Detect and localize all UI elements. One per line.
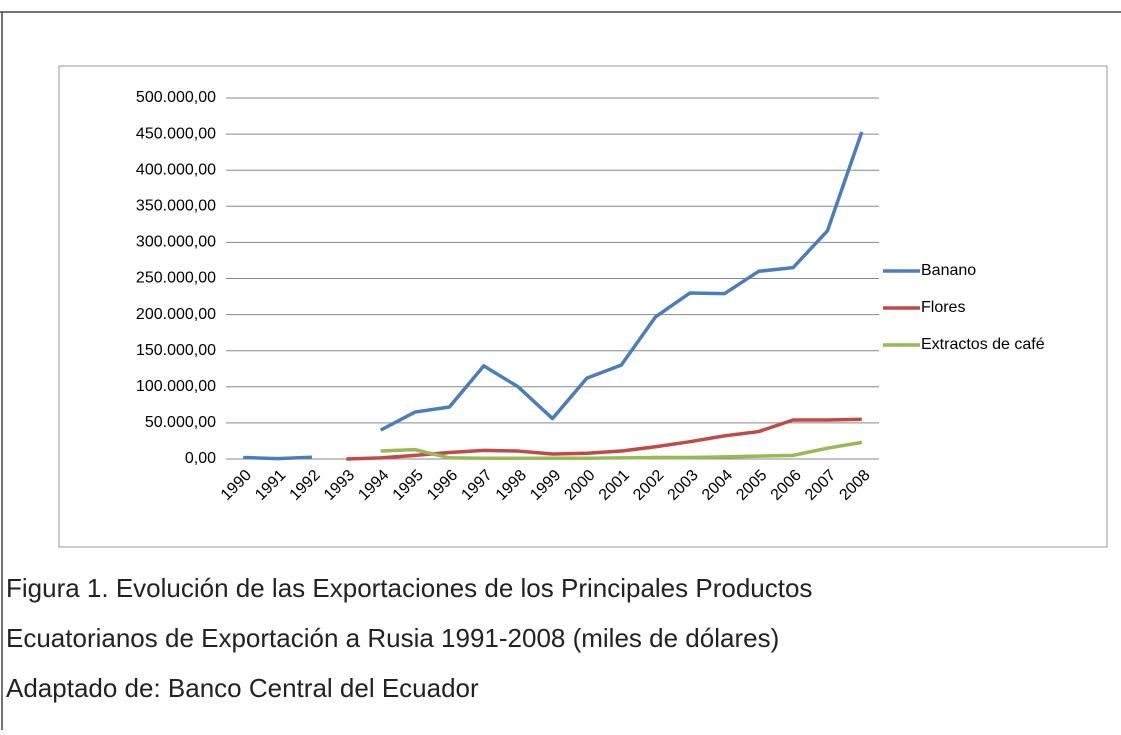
y-tick-label: 350.000,00 bbox=[136, 198, 216, 215]
y-tick-label: 50.000,00 bbox=[145, 414, 216, 431]
legend-label: Flores bbox=[921, 299, 965, 316]
y-tick-label: 200.000,00 bbox=[136, 306, 216, 323]
series-line bbox=[380, 440, 863, 461]
y-tick-label: 300.000,00 bbox=[136, 234, 216, 251]
chart-frame bbox=[58, 65, 1108, 548]
y-tick-label: 150.000,00 bbox=[136, 342, 216, 359]
caption-line: Ecuatorianos de Exportación a Rusia 1991… bbox=[6, 623, 779, 653]
legend-label: Extractos de café bbox=[921, 336, 1045, 353]
y-tick-label: 450.000,00 bbox=[136, 125, 216, 142]
legend-label: Banano bbox=[921, 262, 976, 279]
y-tick-label: 400.000,00 bbox=[136, 161, 216, 178]
y-tick-label: 100.000,00 bbox=[136, 378, 216, 395]
y-tick-label: 250.000,00 bbox=[136, 270, 216, 287]
y-tick-label: 500.000,00 bbox=[136, 89, 216, 106]
caption-line: Figura 1. Evolución de las Exportaciones… bbox=[6, 573, 812, 603]
series-line bbox=[243, 131, 864, 461]
y-tick-label: 0,00 bbox=[185, 450, 216, 467]
caption-line: Adaptado de: Banco Central del Ecuador bbox=[6, 673, 479, 703]
